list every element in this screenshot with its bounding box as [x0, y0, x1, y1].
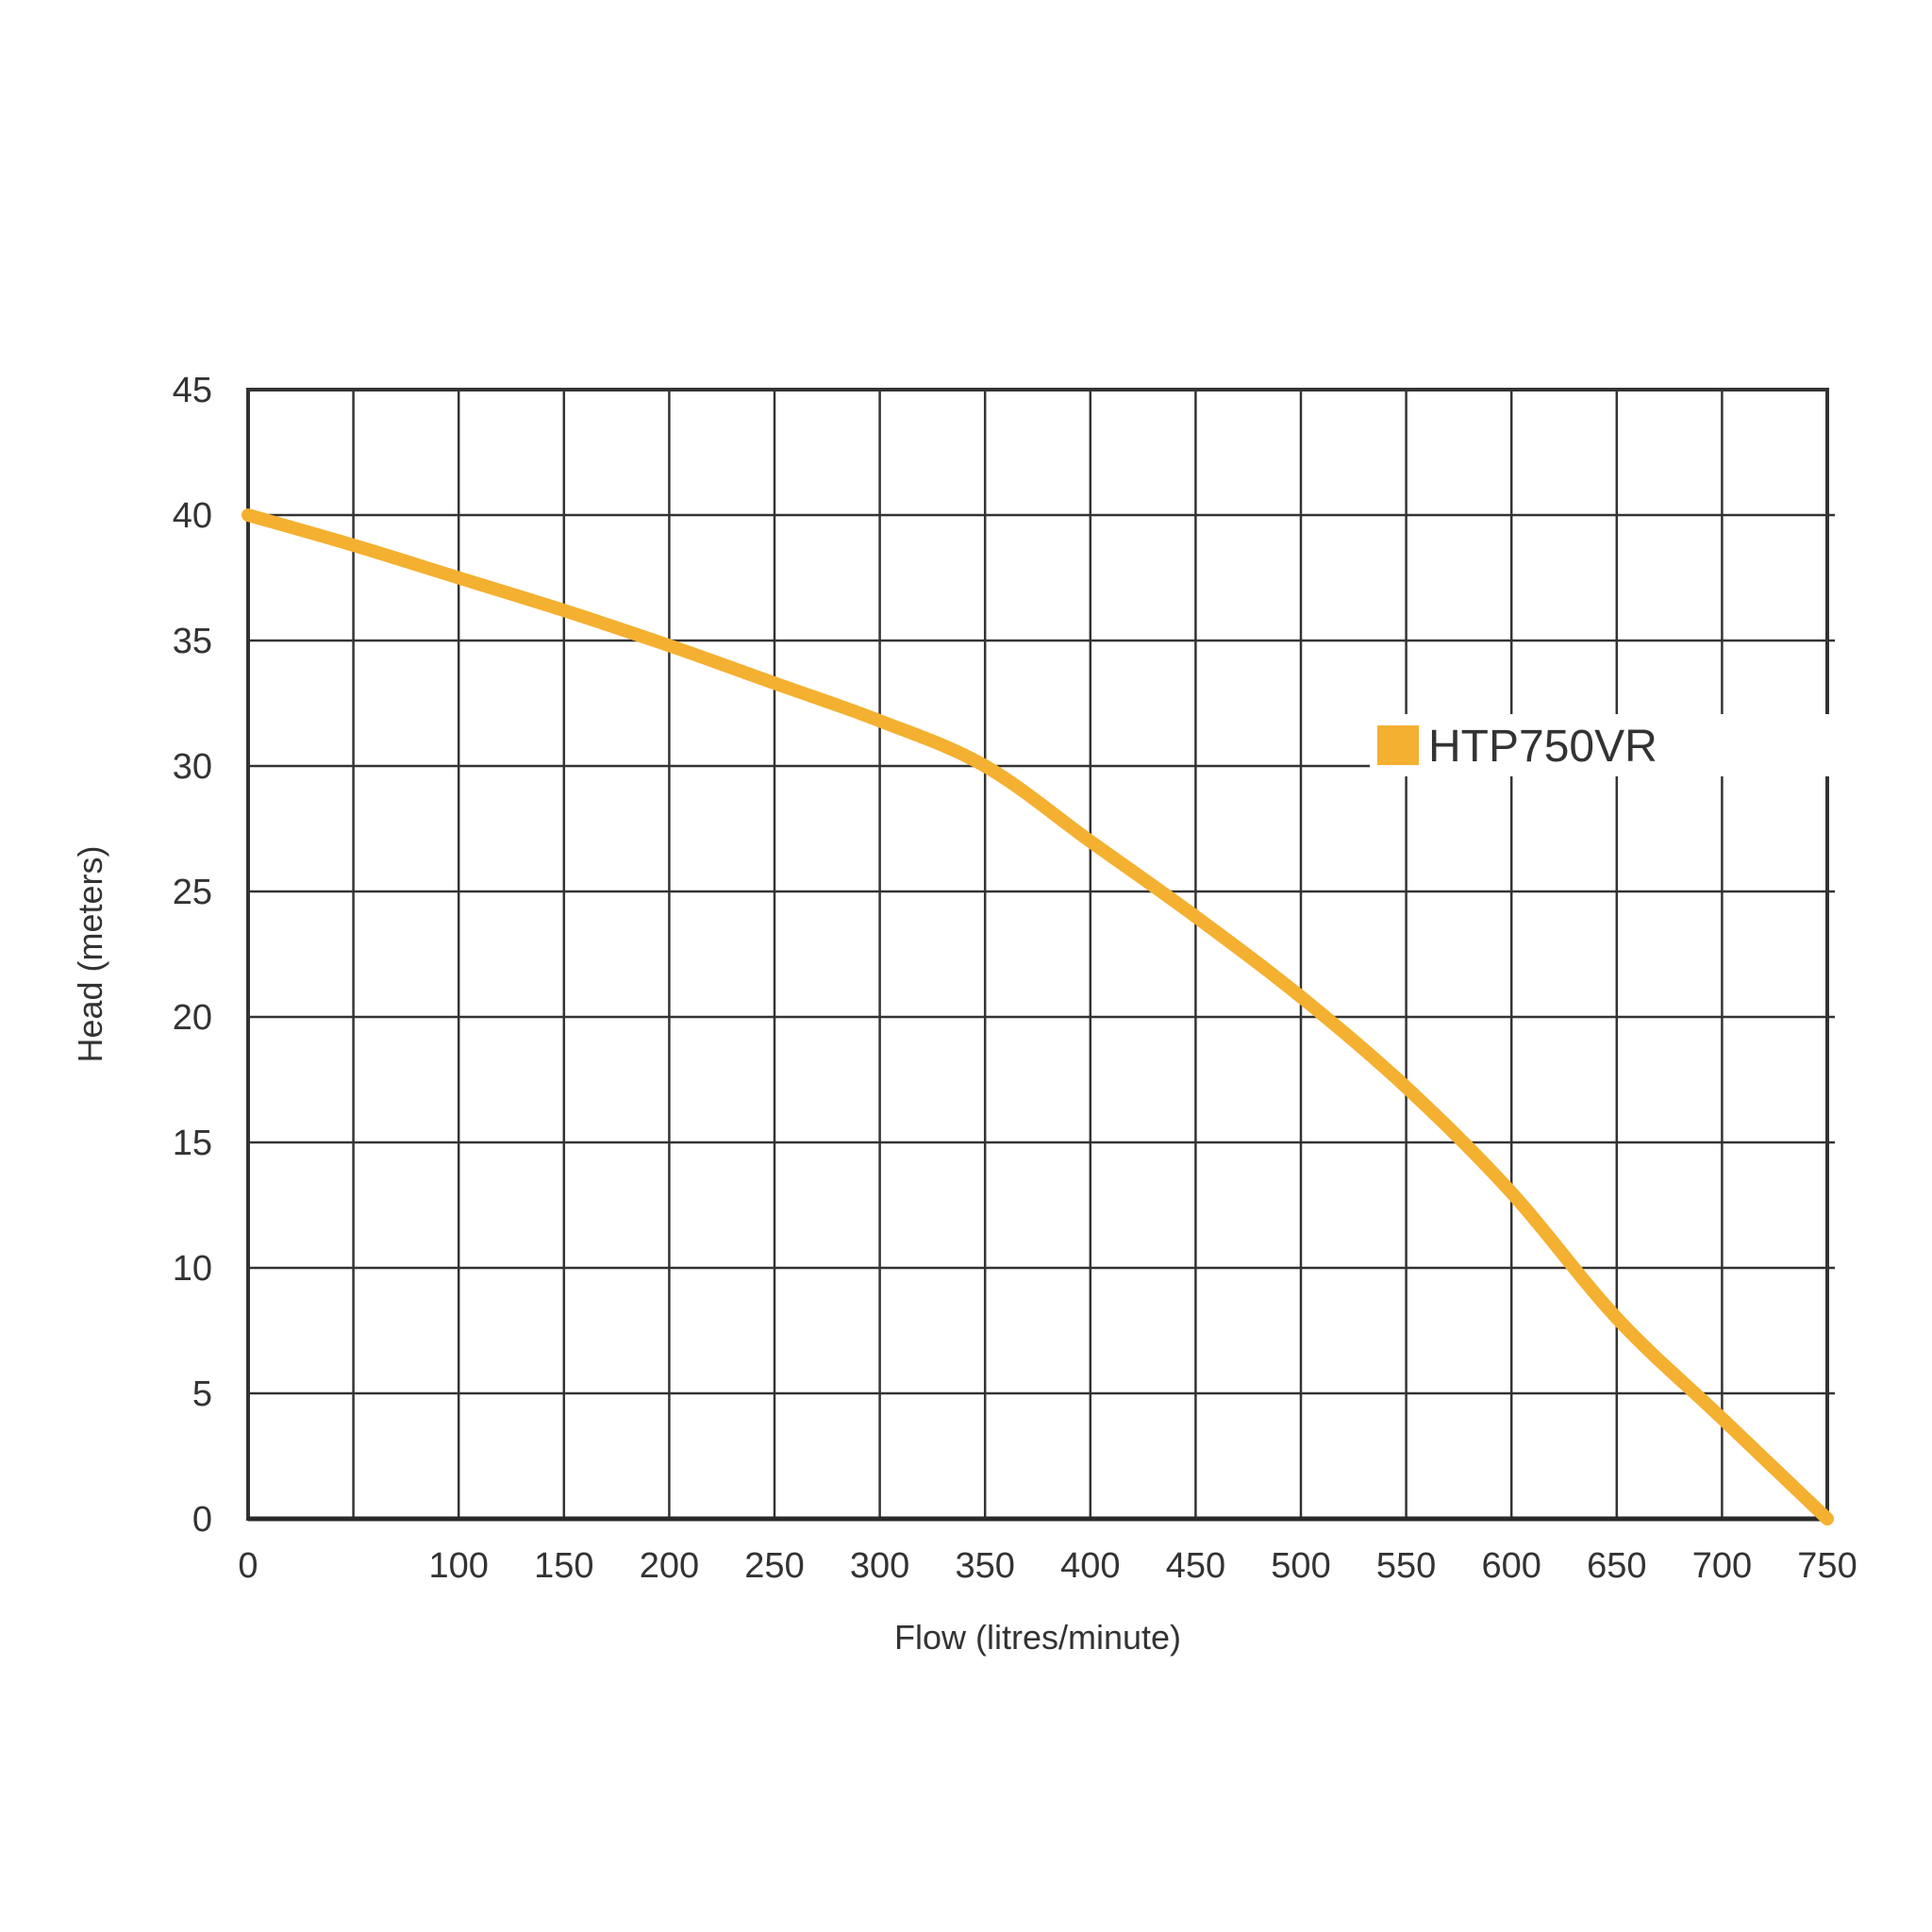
- x-tick-label: 550: [1376, 1546, 1436, 1586]
- x-tick-label: 200: [640, 1546, 699, 1586]
- x-axis-title: Flow (litres/minute): [894, 1618, 1181, 1657]
- x-tick-label: 350: [955, 1546, 1014, 1586]
- x-tick-label: 500: [1271, 1546, 1330, 1586]
- x-tick-label: 150: [534, 1546, 593, 1586]
- y-axis-ticks: 0 5 10 15 20 25 30 35 40 45: [173, 371, 212, 1540]
- y-tick-label: 10: [173, 1249, 212, 1289]
- x-tick-label: 400: [1060, 1546, 1120, 1586]
- y-tick-label: 5: [192, 1374, 212, 1414]
- series-layer: [242, 508, 1834, 1525]
- y-tick-label: 40: [173, 496, 212, 536]
- x-tick-label: 700: [1692, 1546, 1752, 1586]
- x-tick-label: 250: [744, 1546, 804, 1586]
- y-tick-label: 15: [173, 1124, 212, 1163]
- x-tick-label: 300: [850, 1546, 909, 1586]
- y-tick-label: 25: [173, 873, 212, 912]
- series-line-htp750vr: [242, 508, 1834, 1525]
- y-tick-label: 30: [173, 747, 212, 787]
- plot-frame: [246, 388, 1829, 1522]
- x-tick-label: 600: [1481, 1546, 1541, 1586]
- x-tick-label: 100: [428, 1546, 488, 1586]
- y-tick-label: 0: [192, 1500, 212, 1540]
- x-tick-label: 750: [1797, 1546, 1857, 1586]
- x-axis-ticks: 0 100 150 200 250 300 350 400 450 500 550 600 650 700…: [238, 1546, 1857, 1586]
- legend-swatch: [1377, 725, 1419, 765]
- legend: HTP750VR: [1370, 714, 1898, 776]
- legend-label: HTP750VR: [1428, 722, 1657, 772]
- y-tick-label: 45: [173, 371, 212, 410]
- x-tick-label: 650: [1587, 1546, 1646, 1586]
- x-tick-label: 0: [238, 1546, 258, 1586]
- x-tick-label: 450: [1166, 1546, 1225, 1586]
- legend-background: [1370, 714, 1898, 776]
- y-tick-label: 20: [173, 998, 212, 1038]
- y-axis-title: Head (meters): [71, 845, 109, 1062]
- y-tick-label: 35: [173, 622, 212, 661]
